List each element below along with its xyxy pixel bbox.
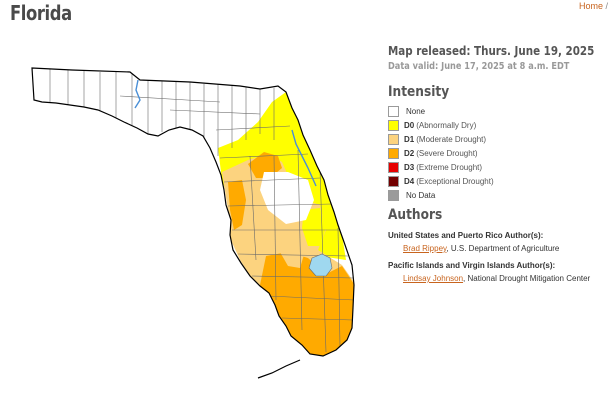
- legend-label: No Data: [406, 190, 436, 200]
- pacific-author: Lindsay Johnson, National Drought Mitiga…: [403, 274, 591, 283]
- us-authors-label: United States and Puerto Rico Author(s):: [388, 231, 544, 240]
- legend-item-d4: D4 (Exceptional Drought): [388, 174, 608, 188]
- county-lines: [49, 68, 354, 353]
- region-none-central: [260, 172, 314, 224]
- author-link-brad-rippey[interactable]: Brad Rippey: [403, 244, 447, 253]
- region-d2-south: [260, 252, 354, 356]
- legend-swatch: [388, 175, 399, 187]
- legend-item-d1: D1 (Moderate Drought): [388, 132, 608, 146]
- legend-label: (Abnormally Dry): [416, 120, 477, 130]
- legend-swatch: [388, 189, 399, 201]
- legend-item-no-data: No Data: [388, 188, 608, 202]
- intensity-heading: Intensity: [388, 84, 450, 100]
- data-valid: Data valid: June 17, 2025 at 8 a.m. EDT: [388, 61, 570, 72]
- pacific-authors-label: Pacific Islands and Virgin Islands Autho…: [388, 261, 556, 270]
- legend-item-none: None: [388, 104, 608, 118]
- map-released: Map released: Thurs. June 19, 2025: [388, 44, 595, 58]
- legend-swatch: [388, 119, 399, 131]
- florida-drought-map: [31, 67, 355, 379]
- legend-label: (Exceptional Drought): [416, 176, 494, 186]
- legend-item-d0: D0 (Abnormally Dry): [388, 118, 608, 132]
- info-panel: Map released: Thurs. June 19, 2025 Data …: [388, 44, 608, 283]
- intensity-legend: None D0 (Abnormally Dry) D1 (Moderate Drou…: [388, 104, 608, 202]
- page-title: Florida: [10, 1, 72, 25]
- breadcrumb-home-link[interactable]: Home: [578, 1, 603, 11]
- us-author: Brad Rippey, U.S. Department of Agricult…: [403, 244, 560, 253]
- authors-heading: Authors: [388, 207, 443, 223]
- legend-item-d3: D3 (Extreme Drought): [388, 160, 608, 174]
- legend-label: (Severe Drought): [416, 148, 478, 158]
- legend-label: None: [406, 106, 426, 116]
- florida-keys: [257, 359, 301, 379]
- legend-label: (Extreme Drought): [416, 162, 483, 172]
- apalachicola-river: [134, 79, 141, 109]
- state-outline: [31, 67, 355, 357]
- legend-swatch: [388, 105, 399, 117]
- st-johns-river: [291, 129, 317, 187]
- legend-item-d2: D2 (Severe Drought): [388, 146, 608, 160]
- breadcrumb-separator: /: [605, 1, 608, 11]
- region-d2-north: [248, 152, 282, 178]
- legend-label: (Moderate Drought): [416, 134, 487, 144]
- region-d0-central: [302, 208, 326, 246]
- lake-okeechobee: [308, 253, 333, 277]
- author-link-lindsay-johnson[interactable]: Lindsay Johnson: [403, 274, 464, 283]
- legend-swatch: [388, 133, 399, 145]
- legend-swatch: [388, 161, 399, 173]
- legend-swatch: [388, 147, 399, 159]
- region-d2-west: [228, 180, 246, 230]
- region-d1-inland: [280, 232, 306, 268]
- breadcrumb: Home /: [579, 1, 608, 11]
